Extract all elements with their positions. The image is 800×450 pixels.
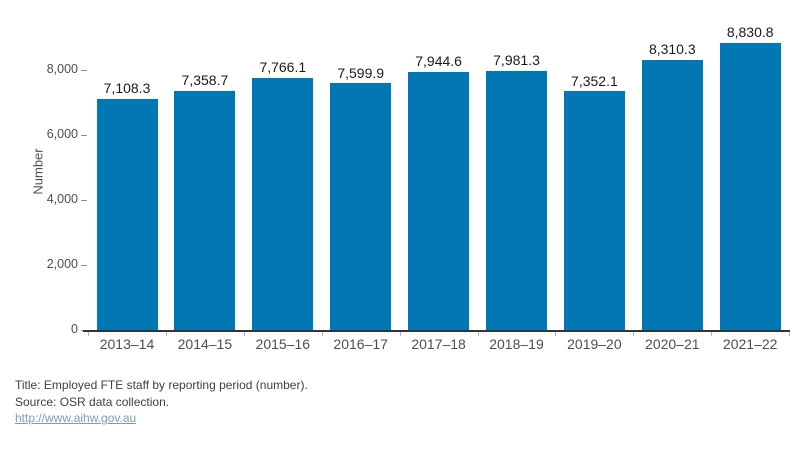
bar[interactable] xyxy=(641,59,703,330)
bar-value-label: 8,310.3 xyxy=(648,41,696,58)
x-tick-label: 2013–14 xyxy=(99,336,155,352)
x-tick-label: 2016–17 xyxy=(333,336,388,352)
y-tick-mark xyxy=(81,265,87,266)
y-tick-mark xyxy=(81,135,87,136)
category-separator-tick xyxy=(88,331,90,336)
source-note: Source: OSR data collection. xyxy=(15,394,170,409)
category-separator-tick xyxy=(789,331,791,336)
bar-value-label: 7,108.3 xyxy=(103,80,151,97)
category-separator-tick xyxy=(243,331,245,336)
x-tick-label: 2017–18 xyxy=(411,336,466,352)
bar[interactable] xyxy=(96,98,158,330)
source-link[interactable]: http://www.aihw.gov.au xyxy=(15,411,137,425)
bar[interactable] xyxy=(486,70,547,330)
chart-footer: Title: Employed FTE staff by reporting p… xyxy=(15,377,308,427)
category-separator-tick xyxy=(165,331,167,336)
y-tick-label: 2,000 xyxy=(46,257,78,271)
y-tick-label: 8,000 xyxy=(46,62,78,76)
bar[interactable] xyxy=(330,83,392,330)
category-separator-tick xyxy=(555,331,557,336)
bar[interactable] xyxy=(563,91,625,330)
bar[interactable] xyxy=(174,90,236,330)
bar-value-label: 7,766.1 xyxy=(259,59,307,76)
y-tick-label: 0 xyxy=(71,322,78,336)
bar[interactable] xyxy=(408,71,470,330)
x-tick-label: 2014–15 xyxy=(177,336,233,352)
x-tick-label: 2021–22 xyxy=(722,336,778,352)
y-tick-mark xyxy=(81,70,87,71)
x-tick-label: 2020–21 xyxy=(645,336,700,352)
bar-value-label: 7,981.3 xyxy=(493,52,540,69)
bar-value-label: 8,830.8 xyxy=(726,24,774,41)
category-separator-tick xyxy=(477,331,479,336)
x-axis-line xyxy=(83,330,790,332)
category-separator-tick xyxy=(321,331,323,336)
y-tick-mark xyxy=(81,200,87,201)
bar-value-label: 7,352.1 xyxy=(571,72,618,89)
x-tick-label: 2019–20 xyxy=(567,336,622,352)
y-tick-label: 4,000 xyxy=(46,192,78,206)
category-separator-tick xyxy=(633,331,635,336)
bar[interactable] xyxy=(719,42,781,330)
category-separator-tick xyxy=(711,331,713,336)
bar-value-label: 7,944.6 xyxy=(415,53,462,70)
x-tick-label: 2018–19 xyxy=(489,336,544,352)
bar[interactable] xyxy=(252,77,314,330)
title-note: Title: Employed FTE staff by reporting p… xyxy=(15,378,308,392)
y-axis-title: Number xyxy=(30,148,46,195)
bar-value-label: 7,599.9 xyxy=(337,64,385,81)
x-tick-label: 2015–16 xyxy=(255,336,311,352)
category-separator-tick xyxy=(399,331,401,336)
bar-value-label: 7,358.7 xyxy=(181,72,229,89)
y-tick-label: 6,000 xyxy=(46,127,78,141)
